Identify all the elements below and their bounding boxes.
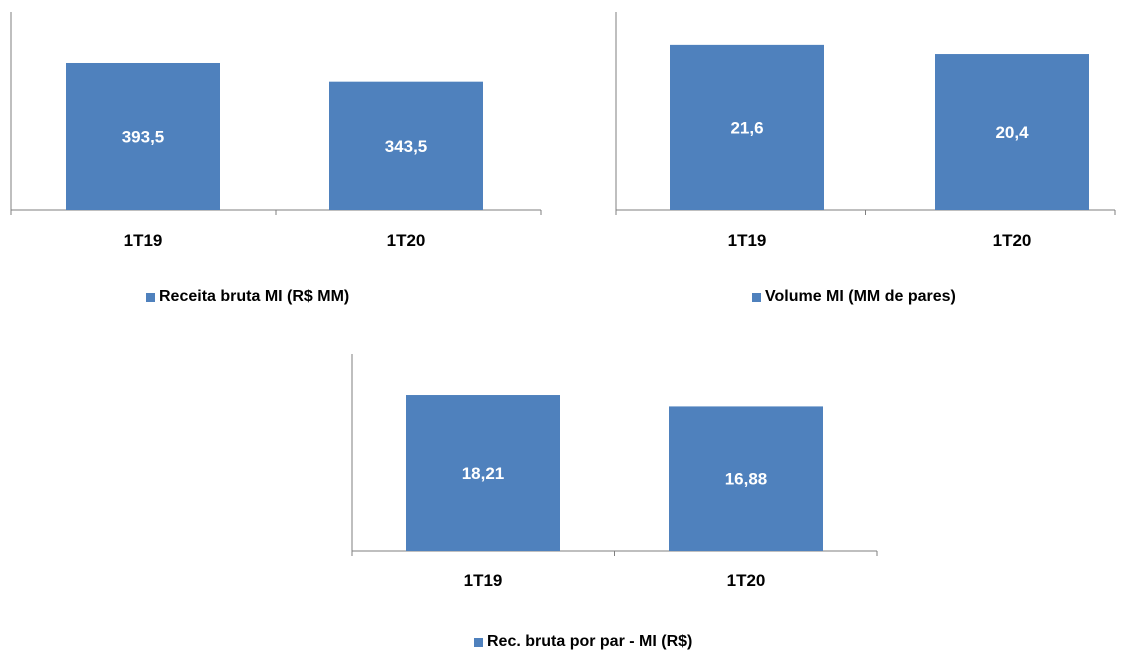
chart-rec-bruta-por-par-svg: 18,21 1T19 16,88 1T20 xyxy=(351,354,878,590)
receita-bruta-tick-label-1T19: 1T19 xyxy=(124,231,163,250)
volume-bar-label-1T19: 21,6 xyxy=(730,118,763,137)
legend-label-receita-bruta: Receita bruta MI (R$ MM) xyxy=(159,288,350,305)
receita-bruta-bar-label-1T20: 343,5 xyxy=(385,137,428,156)
rec-bruta-por-par-tick-label-1T19: 1T19 xyxy=(464,571,503,590)
legend-rec-bruta-por-par: Rec. bruta por par - MI (R$) xyxy=(474,633,692,651)
chart-volume: 21,6 1T19 20,4 1T20 xyxy=(0,0,1131,260)
legend-swatch-receita-bruta xyxy=(146,292,155,302)
legend-label-volume: Volume MI (MM de pares) xyxy=(765,288,956,305)
volume-bar-label-1T20: 20,4 xyxy=(995,123,1029,142)
receita-bruta-bar-label-1T19: 393,5 xyxy=(122,127,165,146)
rec-bruta-por-par-bar-label-1T20: 16,88 xyxy=(725,470,768,489)
rec-bruta-por-par-bar-1T19 xyxy=(406,395,560,551)
volume-tick-label-1T20: 1T20 xyxy=(993,231,1032,250)
rec-bruta-por-par-bar-1T20 xyxy=(669,406,823,551)
rec-bruta-por-par-tick-label-1T20: 1T20 xyxy=(727,571,766,590)
rec-bruta-por-par-bar-label-1T19: 18,21 xyxy=(462,464,505,483)
volume-tick-label-1T19: 1T19 xyxy=(728,231,767,250)
receita-bruta-bar-1T19 xyxy=(66,62,220,210)
receita-bruta-tick-label-1T20: 1T20 xyxy=(387,231,426,250)
chart-receita-bruta-svg: 393,5 1T19 343,5 1T20 xyxy=(10,12,542,250)
receita-bruta-bar-1T20 xyxy=(329,81,483,210)
volume-bar-1T19 xyxy=(670,44,824,210)
legend-swatch-volume xyxy=(752,292,761,302)
volume-bar-1T20 xyxy=(935,54,1089,211)
legend-receita-bruta: Receita bruta MI (R$ MM) xyxy=(146,288,349,306)
chart-receita-bruta: 393,5 1T19 343,5 1T20 xyxy=(0,0,560,260)
legend-swatch-rec-bruta-por-par xyxy=(474,637,483,647)
legend-label-rec-bruta-por-par: Rec. bruta por par - MI (R$) xyxy=(487,633,693,650)
legend-volume: Volume MI (MM de pares) xyxy=(752,288,956,306)
chart-volume-svg: 21,6 1T19 20,4 1T20 xyxy=(615,12,1116,250)
chart-rec-bruta-por-par: 18,21 1T19 16,88 1T20 xyxy=(351,354,878,590)
